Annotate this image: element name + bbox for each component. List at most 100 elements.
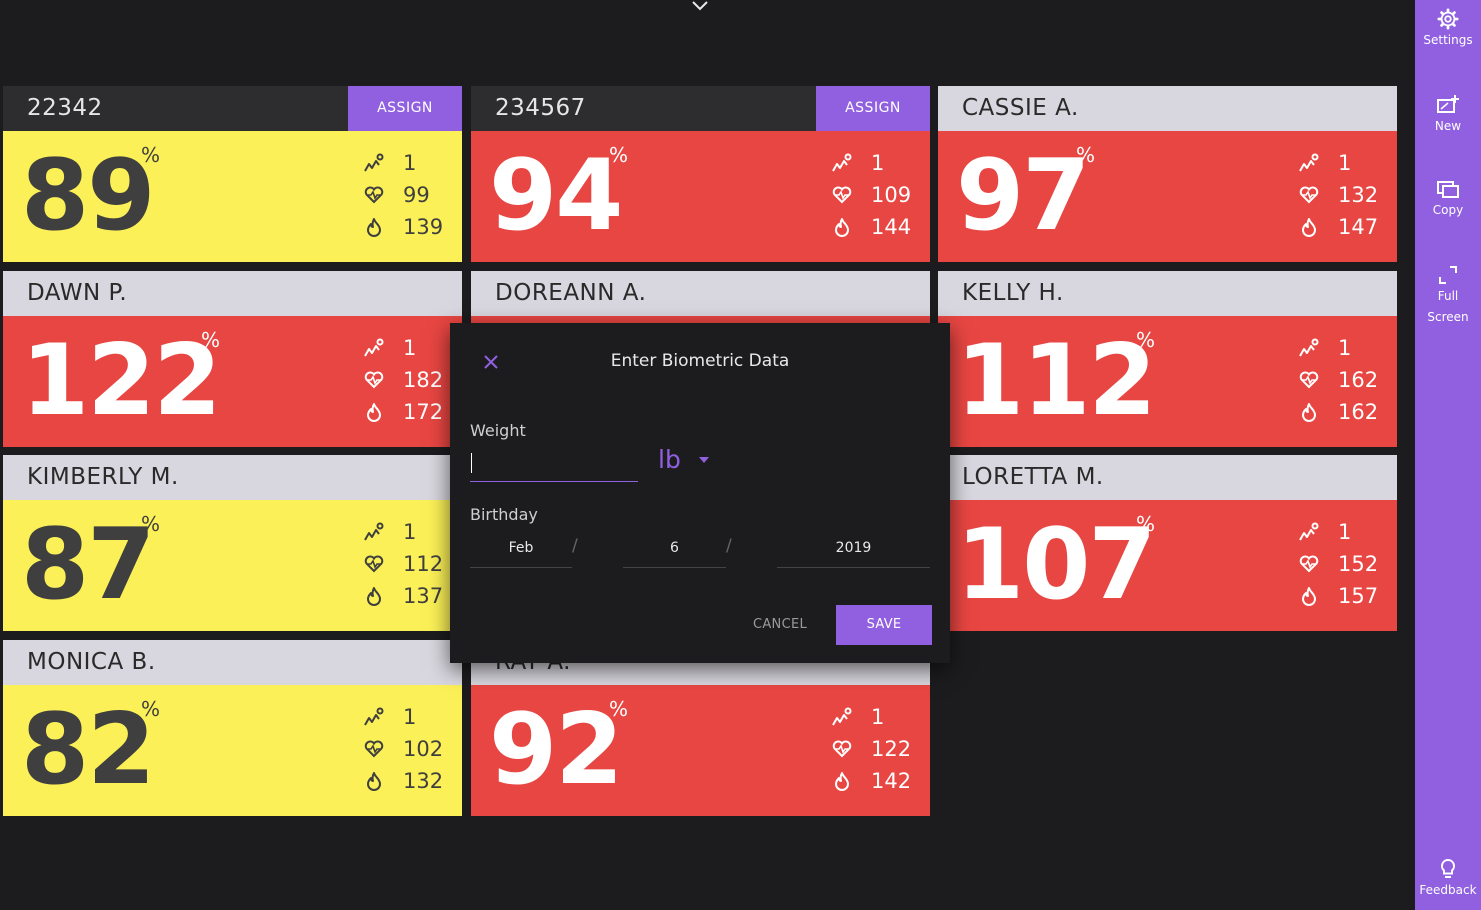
heart-rate-icon: [1299, 370, 1319, 390]
stats-list: 1 182 172: [364, 332, 446, 428]
card-header: MONICA B.: [3, 640, 462, 685]
stats-list: 1 162 162: [1299, 332, 1381, 428]
biometric-dialog: Enter Biometric Data Weight lb Birthday …: [450, 323, 950, 663]
card-header: 234567 ASSIGN: [471, 86, 930, 131]
settings-label: Settings: [1423, 33, 1473, 47]
heart-rate-value: 152: [1338, 552, 1379, 576]
heart-rate-value: 122: [871, 737, 912, 761]
member-card[interactable]: KELLY H. 112 % 1 162 162: [938, 271, 1397, 447]
lightbulb-icon: [1440, 858, 1456, 878]
member-card[interactable]: KIMBERLY M. 87 % 1 112 137: [3, 455, 462, 631]
heart-rate-icon: [1299, 185, 1319, 205]
birthday-month-select[interactable]: Feb: [470, 535, 572, 568]
heart-rate-value: 182: [403, 368, 444, 392]
member-card[interactable]: 22342 ASSIGN 89 % 1 99 139: [3, 86, 462, 262]
new-screen-icon: [1437, 95, 1459, 113]
percent-sign: %: [141, 697, 161, 721]
zones-icon: [1299, 338, 1319, 358]
unit-select[interactable]: lb: [658, 445, 681, 474]
stats-list: 1 109 144: [832, 147, 914, 243]
heart-rate-icon: [1299, 554, 1319, 574]
copy-icon: [1437, 181, 1459, 198]
percent-sign: %: [609, 143, 629, 167]
heart-rate-value: 112: [403, 552, 444, 576]
heart-rate-value: 162: [1338, 368, 1379, 392]
save-button[interactable]: SAVE: [836, 605, 932, 645]
percent-sign: %: [609, 697, 629, 721]
date-separator: /: [572, 536, 578, 556]
card-body: 87 % 1 112 137: [3, 500, 462, 631]
percent-sign: %: [201, 328, 221, 352]
card-body: 97 % 1 132 147: [938, 131, 1397, 262]
calories-value: 147: [1338, 215, 1379, 239]
fullscreen-icon: [1439, 266, 1457, 284]
feedback-label: Feedback: [1419, 883, 1477, 897]
card-body: 92 % 1 122 142: [471, 685, 930, 816]
new-label: New: [1434, 119, 1462, 133]
zones-icon: [364, 707, 384, 727]
member-name: DAWN P.: [27, 280, 128, 306]
zone-value: 1: [403, 336, 417, 360]
assign-button[interactable]: ASSIGN: [816, 86, 930, 131]
calories-value: 142: [871, 769, 912, 793]
member-card[interactable]: MONICA B. 82 % 1 102 132: [3, 640, 462, 816]
card-header: CASSIE A.: [938, 86, 1397, 131]
birthday-day-select[interactable]: 6: [623, 535, 726, 568]
zone-value: 1: [871, 705, 885, 729]
member-name: KELLY H.: [962, 280, 1064, 306]
full-screen-button[interactable]: Full Screen: [1415, 264, 1481, 328]
full-screen-label: Full: [1437, 289, 1459, 303]
member-card[interactable]: 234567 ASSIGN 94 % 1 109 144: [471, 86, 930, 262]
heart-rate-icon: [364, 185, 384, 205]
member-name: KIMBERLY M.: [27, 464, 179, 490]
zone-value: 1: [1338, 151, 1352, 175]
heart-rate-icon: [832, 185, 852, 205]
card-body: 89 % 1 99 139: [3, 131, 462, 262]
percent-sign: %: [141, 512, 161, 536]
percent-sign: %: [1076, 143, 1096, 167]
cancel-button[interactable]: CANCEL: [752, 617, 808, 632]
calories-value: 172: [403, 400, 444, 424]
zones-icon: [364, 153, 384, 173]
member-name: CASSIE A.: [962, 95, 1079, 121]
feedback-button[interactable]: Feedback: [1415, 858, 1481, 901]
heart-rate-value: 102: [403, 737, 444, 761]
member-card[interactable]: CASSIE A. 97 % 1 132 147: [938, 86, 1397, 262]
heart-rate-value: 99: [403, 183, 430, 207]
calories-value: 144: [871, 215, 912, 239]
new-button[interactable]: New: [1415, 94, 1481, 137]
member-name: DOREANN A.: [495, 280, 647, 306]
copy-button[interactable]: Copy: [1415, 180, 1481, 221]
calories-flame-icon: [1299, 217, 1319, 237]
close-icon[interactable]: [482, 353, 500, 371]
sidebar: Settings New Copy Full Screen Feedback: [1415, 0, 1481, 910]
zones-icon: [832, 153, 852, 173]
stats-list: 1 132 147: [1299, 147, 1381, 243]
birthday-year-select[interactable]: 2019: [777, 535, 930, 568]
heart-rate-value: 109: [871, 183, 912, 207]
copy-label: Copy: [1432, 203, 1464, 217]
weight-input[interactable]: [470, 447, 638, 482]
calories-flame-icon: [1299, 402, 1319, 422]
settings-button[interactable]: Settings: [1415, 8, 1481, 51]
member-card[interactable]: RAY A. 92 % 1 122 142: [471, 640, 930, 816]
member-card[interactable]: LORETTA M. 107 % 1 152 157: [938, 455, 1397, 631]
zone-value: 1: [403, 705, 417, 729]
heart-rate-icon: [364, 370, 384, 390]
calories-value: 132: [403, 769, 444, 793]
heart-rate-icon: [364, 739, 384, 759]
calories-value: 157: [1338, 584, 1379, 608]
assign-button[interactable]: ASSIGN: [348, 86, 462, 131]
effort-percent: 122: [21, 324, 222, 438]
stats-list: 1 122 142: [832, 701, 914, 797]
effort-percent: 89: [21, 139, 155, 253]
member-card[interactable]: DAWN P. 122 % 1 182 172: [3, 271, 462, 447]
stats-list: 1 99 139: [364, 147, 446, 243]
calories-value: 162: [1338, 400, 1379, 424]
card-header: DAWN P.: [3, 271, 462, 316]
card-body: 82 % 1 102 132: [3, 685, 462, 816]
zone-value: 1: [403, 151, 417, 175]
zone-value: 1: [1338, 520, 1352, 544]
chevron-down-icon[interactable]: [690, 0, 710, 12]
unit-dropdown-icon[interactable]: [699, 457, 709, 463]
